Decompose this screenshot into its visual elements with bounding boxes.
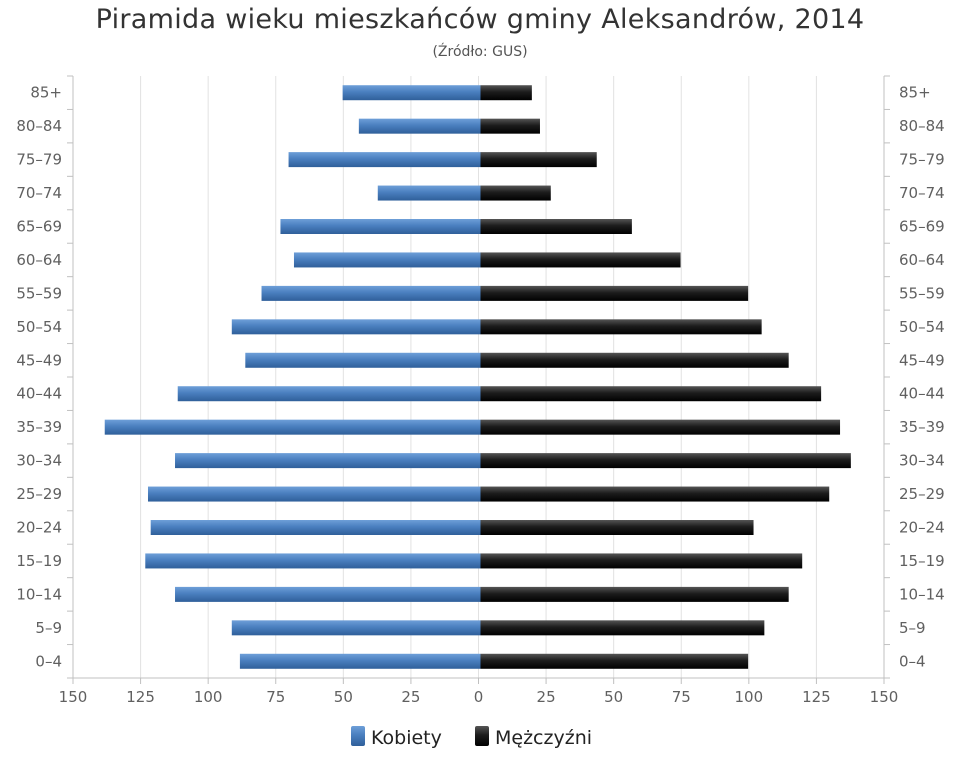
bar-mezczyzni <box>480 185 551 201</box>
x-tick-label: 75 <box>266 688 285 706</box>
age-label-right: 25–29 <box>899 485 945 503</box>
age-label-right: 5–9 <box>899 619 926 637</box>
bar-kobiety <box>150 520 481 535</box>
bar-kobiety <box>239 653 481 669</box>
bar-kobiety <box>231 620 481 636</box>
age-label-left: 80–84 <box>16 117 62 135</box>
bar-kobiety <box>147 486 481 502</box>
bar-kobiety <box>288 152 481 168</box>
age-label-right: 55–59 <box>899 284 945 302</box>
age-label-right: 45–49 <box>899 351 945 369</box>
bar-kobiety <box>358 118 481 134</box>
age-label-left: 60–64 <box>16 251 62 269</box>
age-label-right: 20–24 <box>899 519 945 537</box>
age-label-left: 55–59 <box>16 284 62 302</box>
bar-mezczyzni <box>480 152 597 168</box>
bars <box>104 85 851 669</box>
chart-subtitle: (Źródło: GUS) <box>432 44 528 60</box>
axes <box>67 75 890 684</box>
x-tick-label: 25 <box>401 688 420 706</box>
bar-kobiety <box>245 352 481 368</box>
age-label-left: 65–69 <box>16 218 62 236</box>
bar-kobiety <box>231 319 481 335</box>
bar-kobiety <box>377 185 481 201</box>
x-tick-label: 100 <box>194 688 223 706</box>
bar-mezczyzni <box>480 85 532 101</box>
age-label-right: 80–84 <box>899 117 945 135</box>
age-label-right: 50–54 <box>899 318 945 336</box>
age-label-left: 50–54 <box>16 318 62 336</box>
x-tick-label: 125 <box>802 688 831 706</box>
x-tick-label: 150 <box>870 688 899 706</box>
legend-label: Mężczyźni <box>495 727 592 749</box>
bar-mezczyzni <box>480 620 765 636</box>
bar-mezczyzni <box>480 352 789 368</box>
bar-kobiety <box>342 85 481 101</box>
bar-mezczyzni <box>480 252 681 268</box>
age-label-left: 75–79 <box>16 151 62 169</box>
age-label-left: 30–34 <box>16 452 62 470</box>
bar-kobiety <box>293 252 481 268</box>
age-label-right: 85+ <box>899 84 931 102</box>
bar-kobiety <box>280 219 481 234</box>
bar-kobiety <box>175 586 481 602</box>
age-label-left: 40–44 <box>16 385 62 403</box>
bar-mezczyzni <box>480 419 841 435</box>
x-tick-label: 150 <box>59 688 88 706</box>
legend-item-kobiety[interactable]: Kobiety <box>351 726 442 749</box>
legend-label: Kobiety <box>371 727 442 749</box>
bar-mezczyzni <box>480 118 540 134</box>
age-label-right: 40–44 <box>899 385 945 403</box>
age-label-right: 65–69 <box>899 218 945 236</box>
age-label-right: 10–14 <box>899 585 945 603</box>
age-label-right: 75–79 <box>899 151 945 169</box>
age-label-right: 0–4 <box>899 652 926 670</box>
x-tick-label: 125 <box>126 688 155 706</box>
bar-mezczyzni <box>480 486 830 502</box>
x-tick-label: 25 <box>537 688 556 706</box>
bar-kobiety <box>175 453 481 469</box>
age-label-left: 85+ <box>30 84 62 102</box>
legend[interactable]: Kobiety Mężczyźni <box>351 726 592 749</box>
bar-mezczyzni <box>480 219 632 234</box>
bar-mezczyzni <box>480 520 754 535</box>
bar-mezczyzni <box>480 319 762 335</box>
age-label-left: 45–49 <box>16 351 62 369</box>
bar-mezczyzni <box>480 386 822 402</box>
age-label-left: 10–14 <box>16 585 62 603</box>
x-tick-label: 100 <box>735 688 764 706</box>
legend-swatch <box>351 726 365 746</box>
age-label-right: 30–34 <box>899 452 945 470</box>
bar-kobiety <box>177 386 481 402</box>
bar-mezczyzni <box>480 285 749 301</box>
age-label-right: 70–74 <box>899 184 945 202</box>
x-tick-label: 50 <box>604 688 623 706</box>
gridlines <box>140 76 817 678</box>
age-label-left: 0–4 <box>35 652 62 670</box>
bar-mezczyzni <box>480 653 749 669</box>
age-label-left: 70–74 <box>16 184 62 202</box>
bar-kobiety <box>145 553 481 569</box>
legend-item-mezczyzni[interactable]: Mężczyźni <box>475 726 592 749</box>
bar-mezczyzni <box>480 453 851 469</box>
x-tick-label: 75 <box>672 688 691 706</box>
bar-kobiety <box>261 285 481 301</box>
bar-mezczyzni <box>480 553 803 569</box>
age-label-left: 5–9 <box>35 619 62 637</box>
age-label-right: 60–64 <box>899 251 945 269</box>
x-tick-label: 50 <box>334 688 353 706</box>
age-label-left: 15–19 <box>16 552 62 570</box>
bar-kobiety <box>104 419 481 435</box>
chart-title: Piramida wieku mieszkańców gminy Aleksan… <box>95 4 865 35</box>
age-label-left: 20–24 <box>16 519 62 537</box>
age-label-right: 15–19 <box>899 552 945 570</box>
bar-mezczyzni <box>480 586 789 602</box>
age-label-left: 35–39 <box>16 418 62 436</box>
age-label-right: 35–39 <box>899 418 945 436</box>
x-tick-label: 0 <box>474 688 484 706</box>
legend-swatch <box>475 726 489 746</box>
age-label-left: 25–29 <box>16 485 62 503</box>
